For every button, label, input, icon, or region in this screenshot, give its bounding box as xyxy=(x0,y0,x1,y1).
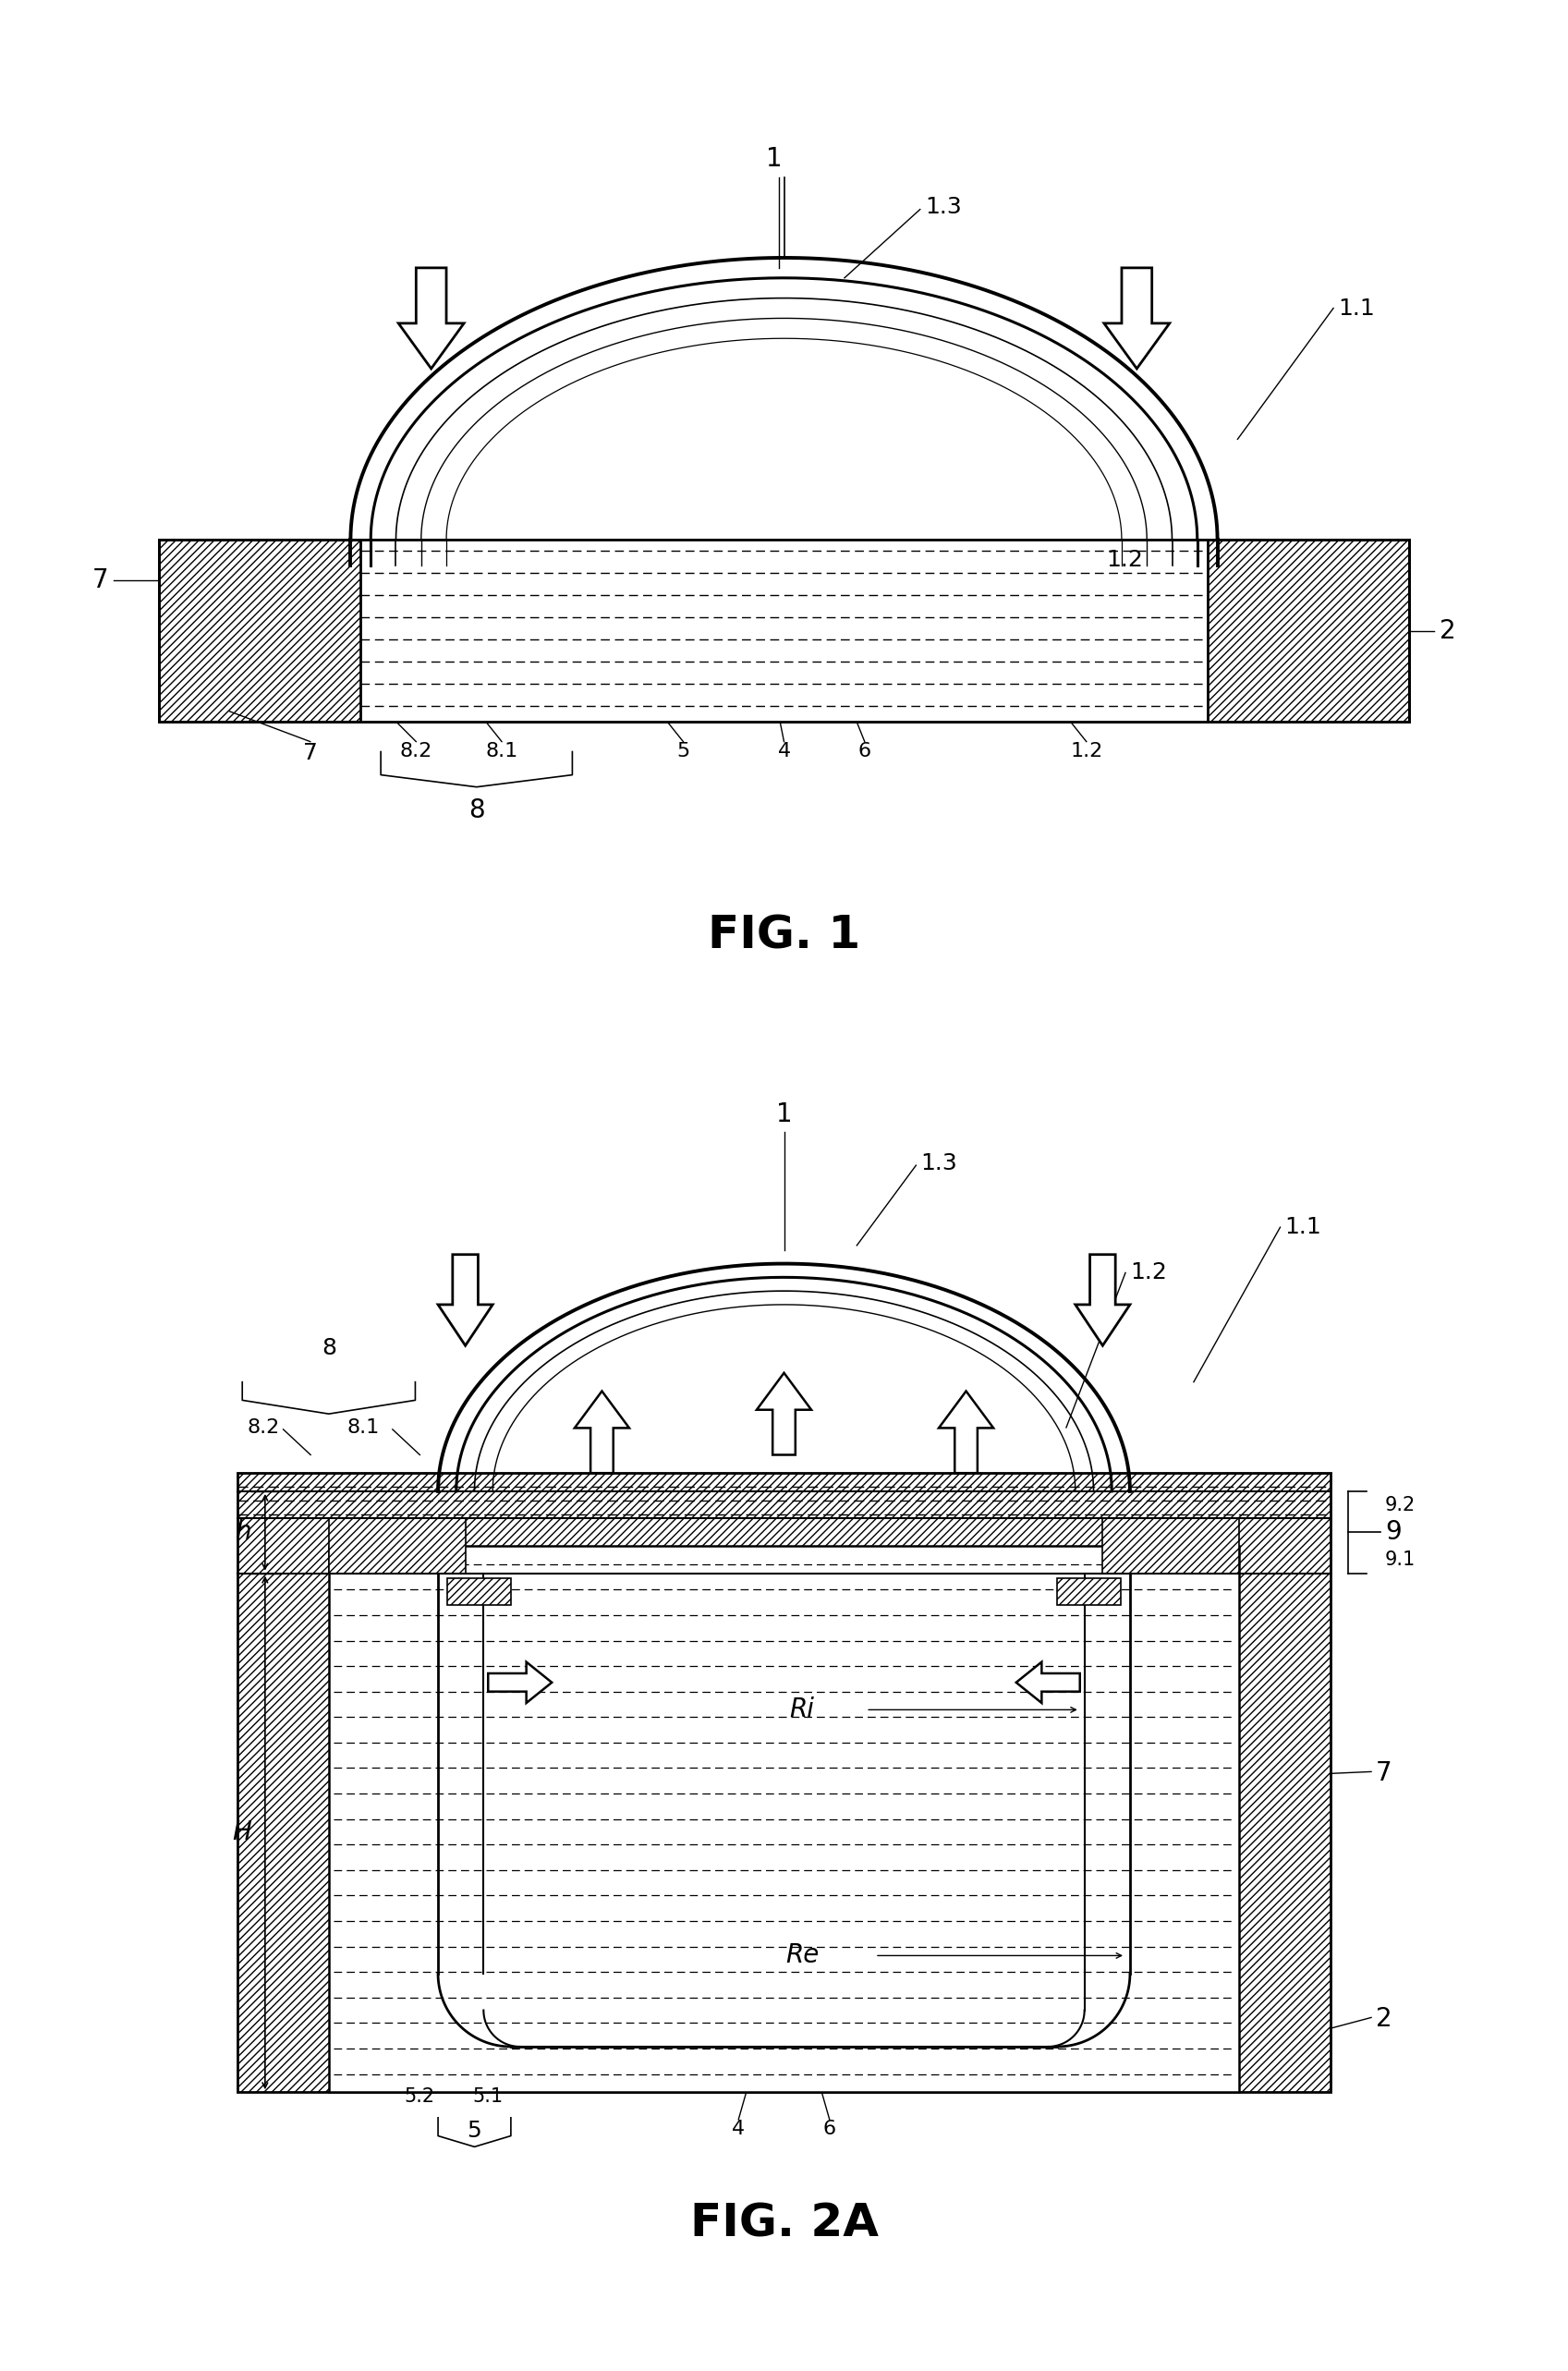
Polygon shape xyxy=(238,1472,1330,2091)
Text: Re: Re xyxy=(786,1942,818,1968)
Text: 1.3: 1.3 xyxy=(925,197,961,218)
Text: 5: 5 xyxy=(467,2120,481,2141)
Text: FIG. 1: FIG. 1 xyxy=(707,913,861,958)
Text: 1.1: 1.1 xyxy=(1284,1216,1322,1238)
Text: 8.1: 8.1 xyxy=(347,1418,379,1437)
Polygon shape xyxy=(437,1254,492,1347)
Text: 8: 8 xyxy=(469,797,485,823)
Text: 7: 7 xyxy=(93,567,108,593)
Text: 5.1: 5.1 xyxy=(474,2086,503,2105)
Text: 7: 7 xyxy=(1375,1762,1392,1785)
Text: 9.1: 9.1 xyxy=(1385,1551,1416,1570)
Polygon shape xyxy=(939,1392,994,1472)
Text: 5: 5 xyxy=(677,742,690,761)
Polygon shape xyxy=(329,1546,1239,2091)
Text: 8.2: 8.2 xyxy=(246,1418,279,1437)
Text: 1: 1 xyxy=(776,1100,792,1126)
Polygon shape xyxy=(574,1392,629,1472)
Text: 7: 7 xyxy=(303,742,318,763)
Polygon shape xyxy=(1104,268,1170,368)
Text: 4: 4 xyxy=(732,2120,745,2139)
Text: 8: 8 xyxy=(321,1337,336,1359)
Text: Ri: Ri xyxy=(790,1698,815,1724)
Text: 2: 2 xyxy=(1375,2006,1392,2032)
Text: 9: 9 xyxy=(1385,1520,1402,1546)
Polygon shape xyxy=(158,541,1410,721)
Text: 6: 6 xyxy=(858,742,872,761)
Polygon shape xyxy=(488,1662,552,1702)
Text: 9.2: 9.2 xyxy=(1385,1496,1416,1515)
Text: 1: 1 xyxy=(765,147,782,173)
Polygon shape xyxy=(1016,1662,1080,1702)
Polygon shape xyxy=(361,541,1207,721)
Text: FIG. 2A: FIG. 2A xyxy=(690,2200,878,2245)
Text: 1.1: 1.1 xyxy=(1339,296,1375,320)
Polygon shape xyxy=(329,1517,466,1574)
Text: 8.2: 8.2 xyxy=(400,742,433,761)
Text: 6: 6 xyxy=(823,2120,836,2139)
Text: 1.2: 1.2 xyxy=(1131,1261,1167,1283)
Polygon shape xyxy=(447,1577,511,1605)
Text: 8.1: 8.1 xyxy=(486,742,517,761)
Text: 5.2: 5.2 xyxy=(405,2086,436,2105)
Text: 1.2: 1.2 xyxy=(1069,742,1102,761)
Text: H: H xyxy=(232,1821,251,1845)
Text: 1.2: 1.2 xyxy=(1107,550,1143,571)
Text: h: h xyxy=(235,1520,251,1546)
Polygon shape xyxy=(1076,1254,1131,1347)
Text: 2: 2 xyxy=(1439,619,1455,643)
Polygon shape xyxy=(1057,1577,1121,1605)
Text: 4: 4 xyxy=(778,742,790,761)
Text: 1.3: 1.3 xyxy=(920,1152,958,1174)
Polygon shape xyxy=(398,268,464,368)
Polygon shape xyxy=(1102,1517,1239,1574)
Polygon shape xyxy=(757,1373,811,1456)
